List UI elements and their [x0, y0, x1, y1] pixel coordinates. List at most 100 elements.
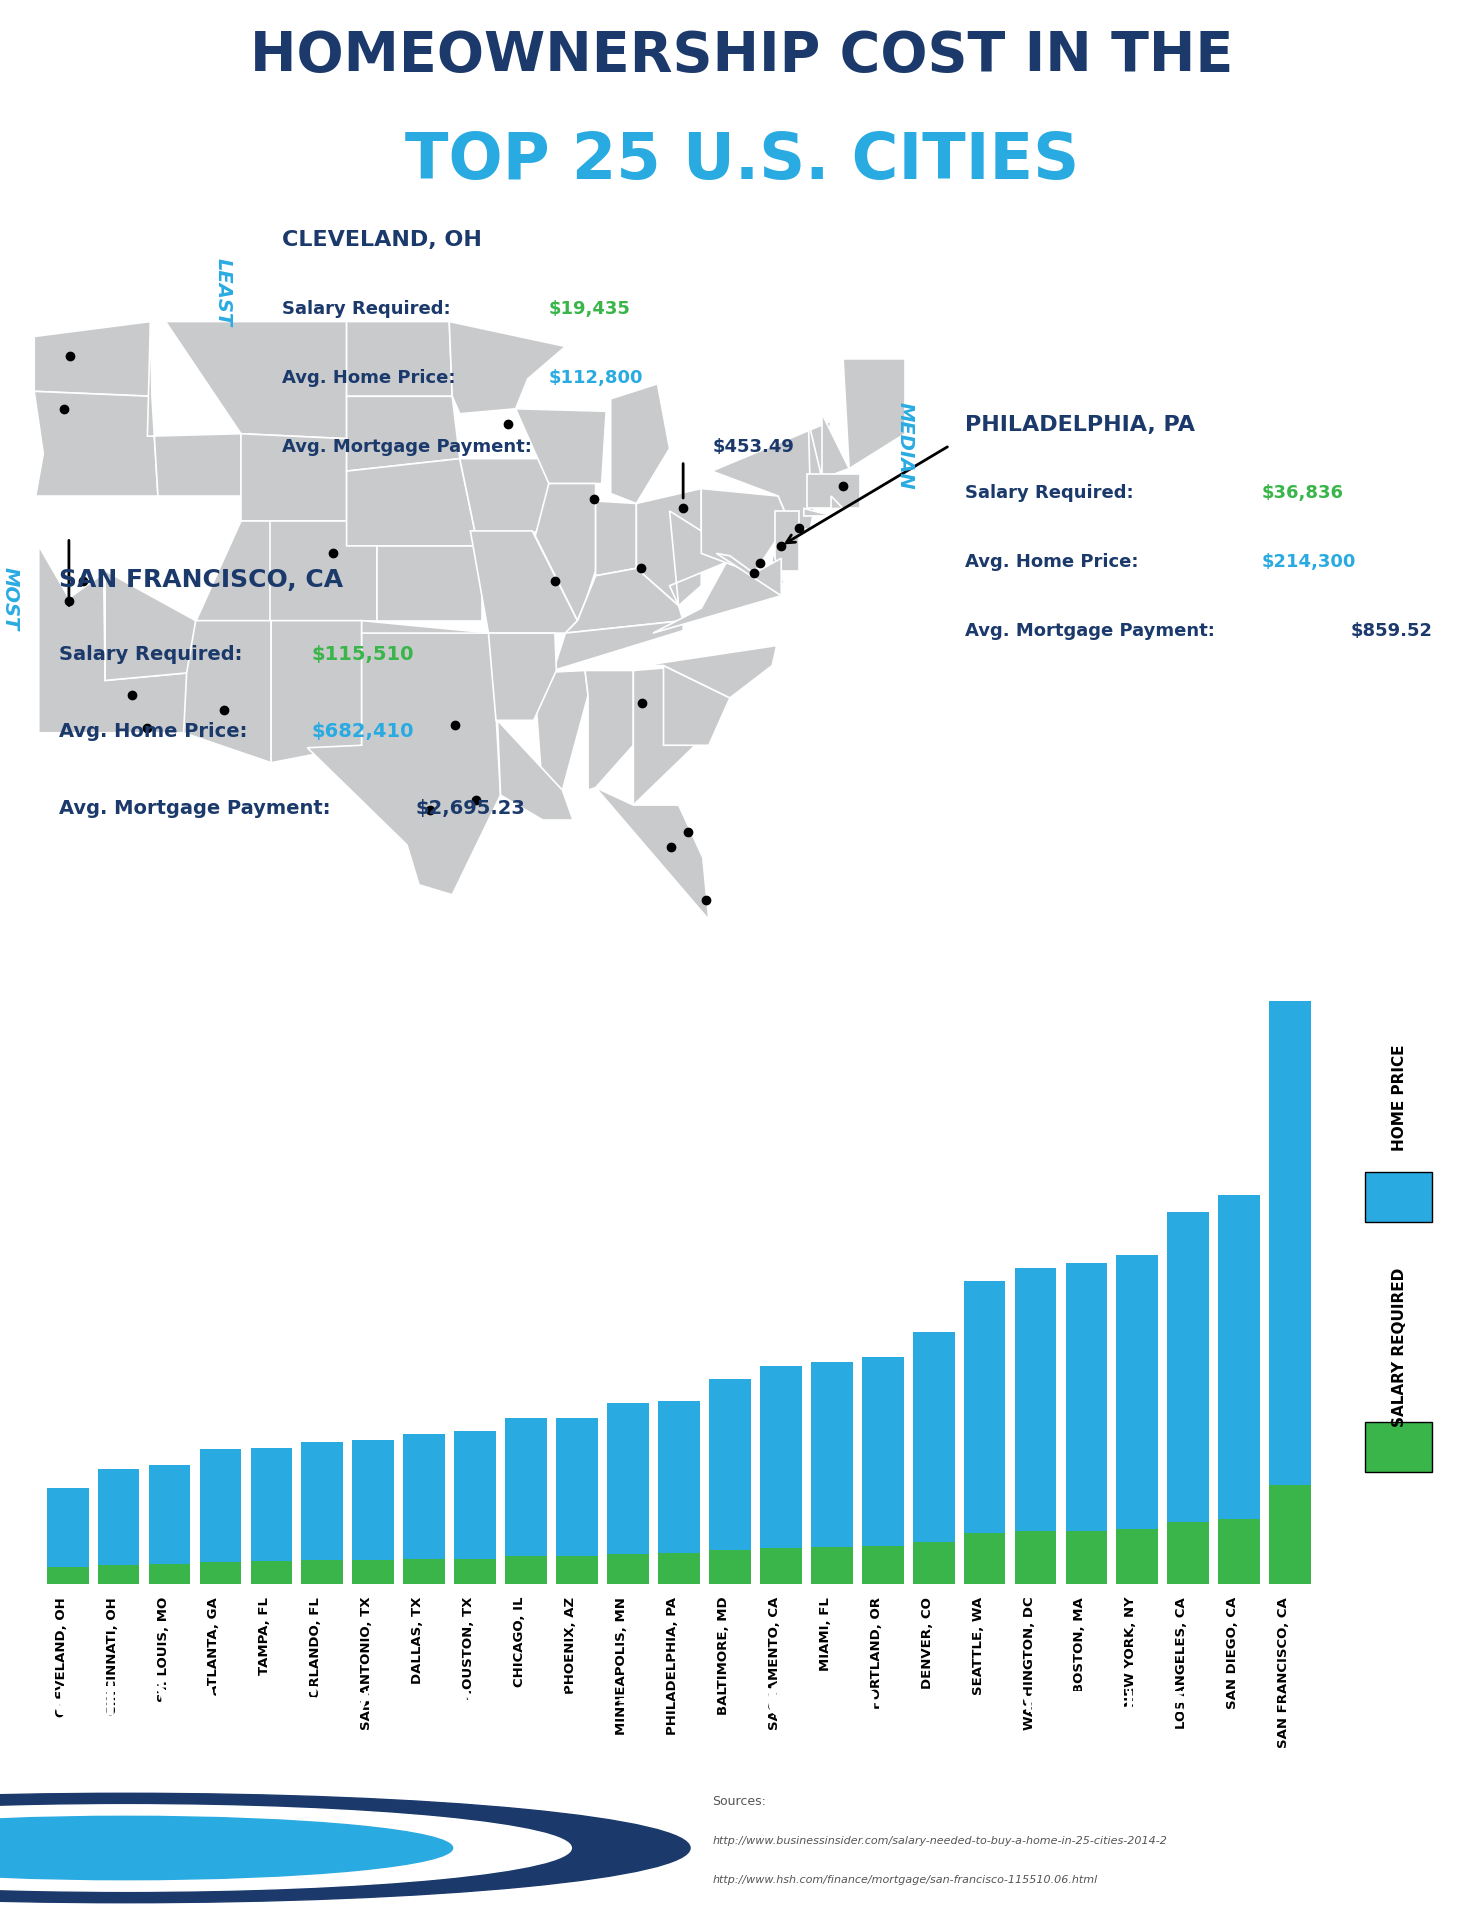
Text: TOP 25 U.S. CITIES: TOP 25 U.S. CITIES: [405, 131, 1079, 192]
Text: HOME PRICE: HOME PRICE: [1392, 1044, 1407, 1150]
Polygon shape: [752, 570, 755, 576]
Text: http://www.hsh.com/finance/mortgage/san-francisco-115510.06.html: http://www.hsh.com/finance/mortgage/san-…: [712, 1874, 1098, 1885]
Polygon shape: [534, 670, 588, 795]
Bar: [607, 1404, 649, 1584]
FancyBboxPatch shape: [1365, 1171, 1432, 1223]
Polygon shape: [488, 634, 556, 720]
Polygon shape: [450, 321, 565, 415]
Bar: [1168, 1212, 1209, 1584]
Bar: [913, 1542, 954, 1584]
Bar: [1116, 1256, 1159, 1584]
Bar: [556, 1419, 598, 1584]
Text: NEW YORK, NY: NEW YORK, NY: [1125, 1597, 1137, 1707]
Text: DENVER, CO: DENVER, CO: [920, 1597, 933, 1690]
Bar: [454, 1430, 496, 1584]
Bar: [810, 1361, 853, 1584]
Polygon shape: [105, 570, 196, 680]
Circle shape: [0, 1793, 690, 1903]
Bar: [709, 1379, 751, 1584]
Bar: [98, 1469, 139, 1584]
Bar: [810, 1548, 853, 1584]
Bar: [1269, 1000, 1310, 1584]
Text: $682,410: $682,410: [312, 722, 414, 741]
Text: $2,695.23: $2,695.23: [416, 799, 525, 818]
Text: 6: 6: [764, 1682, 797, 1726]
Bar: [1218, 1194, 1260, 1584]
Bar: [505, 1419, 548, 1584]
Text: http://www.businessinsider.com/salary-needed-to-buy-a-home-in-25-cities-2014-2: http://www.businessinsider.com/salary-ne…: [712, 1836, 1168, 1845]
Bar: [352, 1561, 395, 1584]
Text: BOSTON, MA: BOSTON, MA: [1073, 1597, 1086, 1693]
Text: www.keepingcurrentmatters.com: www.keepingcurrentmatters.com: [267, 1868, 475, 1880]
Polygon shape: [460, 459, 556, 545]
Text: HOUSTON, TX: HOUSTON, TX: [462, 1597, 475, 1701]
Text: PORTLAND, OR: PORTLAND, OR: [870, 1597, 883, 1709]
Circle shape: [0, 1805, 571, 1891]
Polygon shape: [34, 321, 151, 396]
Bar: [556, 1557, 598, 1584]
Text: Salary Required:: Salary Required:: [59, 645, 249, 664]
Text: Avg. Mortgage Payment:: Avg. Mortgage Payment:: [965, 622, 1221, 639]
Circle shape: [0, 1816, 453, 1880]
Text: $214,300: $214,300: [1261, 553, 1356, 570]
Text: MIAMI, FL: MIAMI, FL: [819, 1597, 831, 1670]
Text: CLEVELAND, OH: CLEVELAND, OH: [55, 1597, 68, 1716]
Bar: [301, 1561, 343, 1584]
Text: CHICAGO, IL: CHICAGO, IL: [513, 1597, 527, 1688]
Text: DALLAS, TX: DALLAS, TX: [411, 1597, 424, 1684]
Text: SAN FRANCISCO, CA: SAN FRANCISCO, CA: [59, 568, 343, 591]
Text: Keeping Current Matters: Keeping Current Matters: [267, 1818, 500, 1836]
Text: SAN DIEGO, CA: SAN DIEGO, CA: [1226, 1597, 1239, 1709]
Bar: [1066, 1530, 1107, 1584]
Polygon shape: [585, 670, 634, 791]
Text: LEAST: LEAST: [214, 257, 232, 326]
Polygon shape: [536, 484, 595, 620]
Polygon shape: [166, 321, 347, 438]
Text: ORLANDO, FL: ORLANDO, FL: [309, 1597, 322, 1697]
Bar: [862, 1546, 904, 1584]
Bar: [760, 1548, 801, 1584]
Polygon shape: [807, 474, 859, 509]
Bar: [709, 1549, 751, 1584]
Bar: [1269, 1486, 1310, 1584]
Polygon shape: [240, 434, 347, 520]
Text: SACRAMENTO, CA: SACRAMENTO, CA: [767, 1597, 781, 1730]
Text: ST. LOUIS, MO: ST. LOUIS, MO: [156, 1597, 169, 1701]
Bar: [657, 1402, 700, 1584]
Bar: [1066, 1263, 1107, 1584]
Bar: [963, 1534, 1006, 1584]
Text: SALARY REQUIRED: SALARY REQUIRED: [1392, 1267, 1407, 1427]
Bar: [251, 1448, 292, 1584]
Polygon shape: [595, 787, 709, 920]
Text: MEDIAN: MEDIAN: [896, 401, 914, 490]
Text: $453.49: $453.49: [712, 438, 794, 455]
Polygon shape: [637, 488, 702, 605]
Text: Avg. Mortgage Payment:: Avg. Mortgage Payment:: [59, 799, 338, 818]
Polygon shape: [377, 545, 482, 620]
Bar: [862, 1357, 904, 1584]
Polygon shape: [147, 321, 240, 495]
Bar: [505, 1557, 548, 1584]
Text: TAMPA, FL: TAMPA, FL: [258, 1597, 272, 1674]
Polygon shape: [644, 645, 776, 697]
Polygon shape: [669, 511, 742, 605]
Bar: [404, 1559, 445, 1584]
Bar: [251, 1561, 292, 1584]
Text: LOS ANGELES, CA: LOS ANGELES, CA: [1175, 1597, 1189, 1728]
Bar: [148, 1465, 190, 1584]
Text: $859.52: $859.52: [1350, 622, 1432, 639]
Text: $115,510: $115,510: [312, 645, 414, 664]
Bar: [1015, 1267, 1057, 1584]
Polygon shape: [822, 415, 849, 478]
Bar: [98, 1565, 139, 1584]
Bar: [607, 1553, 649, 1584]
Polygon shape: [470, 532, 577, 634]
Polygon shape: [804, 509, 833, 516]
Text: Avg. Home Price:: Avg. Home Price:: [282, 369, 462, 386]
Text: SAN FRANCISCO, CA: SAN FRANCISCO, CA: [1278, 1597, 1290, 1747]
Text: NATIONWIDE:: NATIONWIDE:: [37, 1686, 335, 1722]
Text: $19,435: $19,435: [549, 300, 631, 317]
Bar: [760, 1365, 801, 1584]
Text: PHILADELPHIA, PA: PHILADELPHIA, PA: [666, 1597, 680, 1736]
Polygon shape: [184, 620, 272, 762]
